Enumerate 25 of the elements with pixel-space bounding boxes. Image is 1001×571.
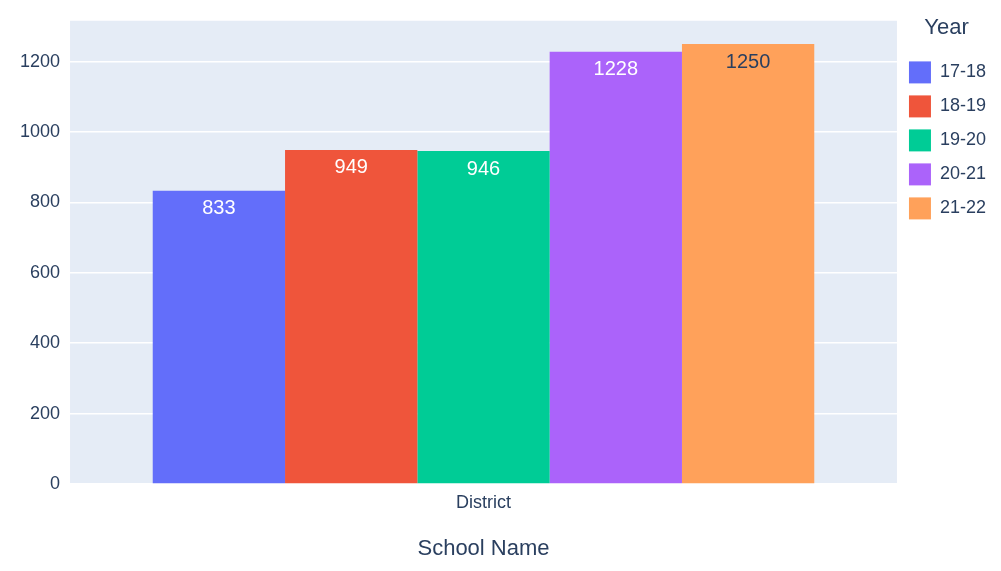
- bar: [285, 149, 418, 484]
- y-tick-label: 0: [50, 472, 61, 493]
- legend-label: 19-20: [939, 129, 987, 150]
- legend-label: 20-21: [939, 163, 987, 184]
- legend-label: 18-19: [939, 95, 987, 116]
- data-label: 1250: [725, 49, 771, 72]
- y-tick-label: 800: [30, 191, 61, 212]
- x-axis-title: School Name: [417, 534, 550, 560]
- data-label: 1228: [593, 57, 639, 80]
- bar: [417, 151, 550, 484]
- y-tick-label: 200: [30, 402, 61, 423]
- bar: [681, 44, 815, 484]
- legend-label: 17-18: [939, 61, 987, 82]
- legend-label: 21-22: [939, 197, 987, 218]
- y-tick-label: 1200: [20, 50, 61, 71]
- y-tick-label: 400: [30, 332, 61, 353]
- data-label: 946: [466, 156, 501, 179]
- y-tick-label: 1000: [20, 120, 61, 141]
- y-tick-label: 600: [30, 261, 61, 282]
- x-tick-label: District: [456, 491, 511, 512]
- data-label: 833: [202, 196, 236, 219]
- legend-title: Year: [924, 14, 969, 40]
- bar: [549, 51, 682, 484]
- data-label: 949: [334, 155, 368, 178]
- bar: [152, 190, 286, 484]
